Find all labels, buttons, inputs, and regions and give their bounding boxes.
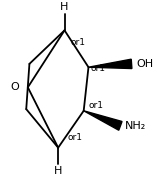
Polygon shape (84, 111, 122, 130)
Text: or1: or1 (90, 64, 105, 73)
Text: H: H (60, 2, 69, 12)
Text: OH: OH (136, 59, 153, 69)
Polygon shape (89, 59, 132, 69)
Text: or1: or1 (68, 133, 83, 142)
Text: H: H (54, 166, 62, 176)
Text: or1: or1 (71, 38, 86, 47)
Text: NH₂: NH₂ (125, 121, 147, 131)
Text: or1: or1 (89, 101, 104, 110)
Text: O: O (11, 82, 19, 92)
